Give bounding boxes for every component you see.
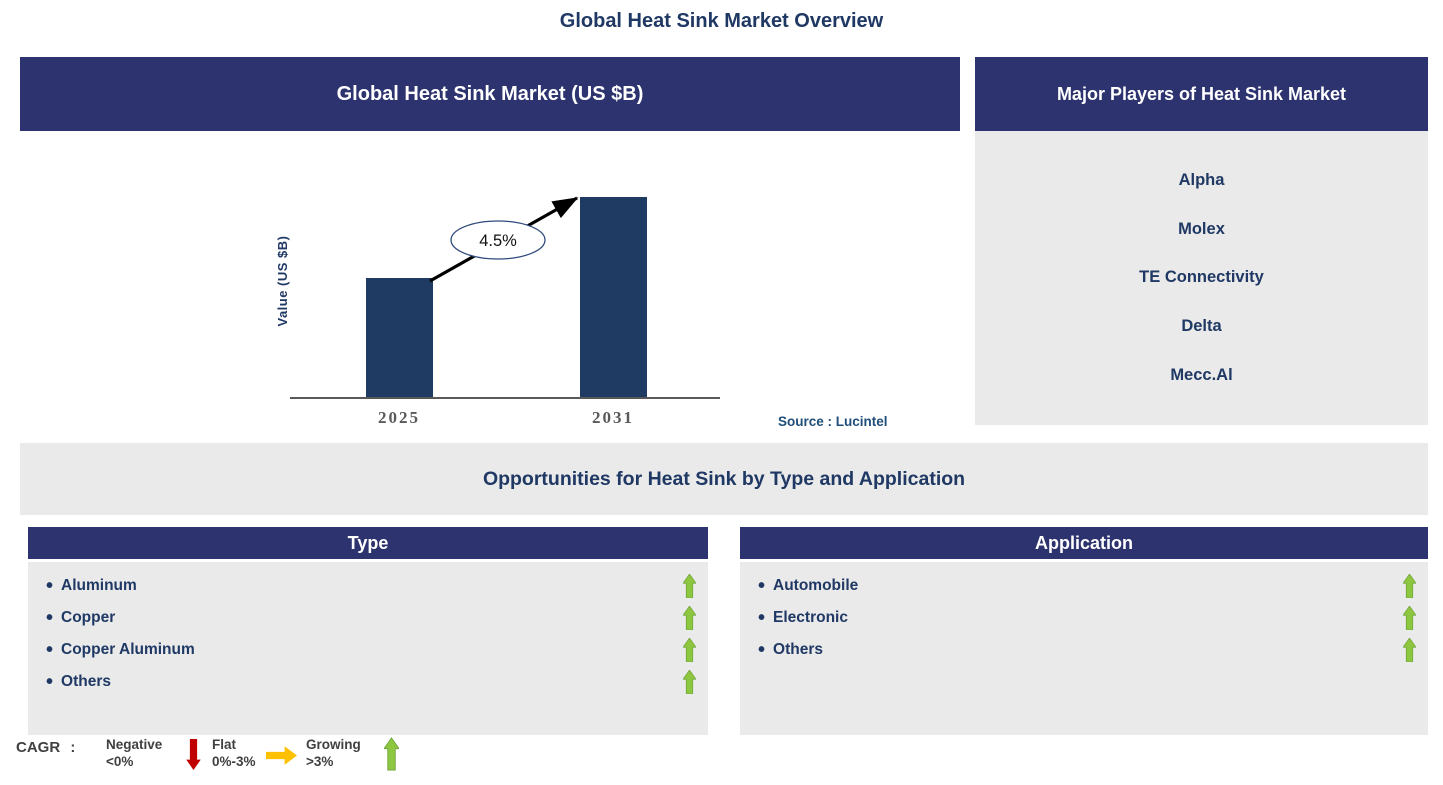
right-arrow-icon: [266, 746, 297, 765]
application-panel-header-label: Application: [1035, 532, 1133, 553]
up-arrow-icon: [1403, 574, 1416, 598]
major-players-panel: Major Players of Heat Sink Market Alpha …: [975, 57, 1428, 425]
list-item: Others: [28, 666, 708, 698]
cagr-callout-ellipse: [450, 220, 546, 260]
x-tick-2025: 2025: [378, 408, 420, 427]
application-panel-body: Automobile Electronic Others: [740, 562, 1428, 735]
bar-2025: [366, 278, 433, 397]
market-chart-header: Global Heat Sink Market (US $B): [20, 57, 960, 131]
up-arrow-icon: [384, 737, 399, 771]
legend-negative: Negative <0%: [106, 737, 162, 771]
up-arrow-icon: [683, 606, 696, 630]
type-panel-body: Aluminum Copper Copper Aluminum Others: [28, 562, 708, 735]
cagr-callout-label: 4.5%: [479, 232, 517, 250]
type-item-label: Others: [61, 673, 111, 690]
legend-negative-range: <0%: [106, 753, 134, 769]
x-tick-2031: 2031: [592, 408, 634, 427]
type-panel-header: Type: [28, 527, 708, 559]
down-arrow-icon: [186, 739, 201, 770]
major-players-header-label: Major Players of Heat Sink Market: [1056, 83, 1347, 104]
market-chart-header-label: Global Heat Sink Market (US $B): [336, 82, 644, 105]
major-players-header: Major Players of Heat Sink Market: [975, 57, 1428, 131]
up-arrow-icon: [1403, 606, 1416, 630]
application-panel-header: Application: [740, 527, 1428, 559]
legend-flat-label: Flat: [212, 737, 237, 752]
source-label: Source : Lucintel: [778, 414, 888, 429]
opportunities-title: Opportunities for Heat Sink by Type and …: [482, 467, 966, 490]
application-item-label: Others: [773, 641, 823, 658]
application-panel: Application Automobile Electronic Others: [740, 527, 1428, 735]
up-arrow-icon: [683, 574, 696, 598]
list-item: Automobile: [740, 570, 1428, 602]
type-panel: Type Aluminum Copper Copper Aluminum Oth…: [28, 527, 708, 735]
page-title: Global Heat Sink Market Overview: [559, 10, 884, 32]
legend-flat-range: 0%-3%: [212, 753, 256, 769]
player-name: Mecc.Al: [1170, 366, 1233, 385]
legend-flat: Flat 0%-3%: [212, 737, 256, 771]
legend-negative-label: Negative: [106, 737, 163, 752]
x-axis-line: [290, 397, 720, 399]
type-item-label: Copper: [61, 609, 116, 626]
application-item-label: Automobile: [773, 577, 859, 594]
cagr-legend-prefix: CAGR :: [16, 739, 76, 756]
list-item: Electronic: [740, 602, 1428, 634]
growth-arrow-annotation: 4.5%: [429, 196, 579, 283]
type-item-label: Aluminum: [61, 577, 137, 594]
up-arrow-icon: [1403, 638, 1416, 662]
up-arrow-icon: [683, 670, 696, 694]
player-name: Alpha: [1178, 170, 1225, 189]
bar-2031: [580, 197, 647, 397]
player-name: TE Connectivity: [1139, 268, 1264, 287]
opportunities-band: Opportunities for Heat Sink by Type and …: [20, 443, 1428, 515]
cagr-legend: CAGR : Negative <0% Flat 0%-3% Growing >…: [0, 736, 470, 782]
type-panel-header-label: Type: [347, 532, 389, 553]
list-item: Aluminum: [28, 570, 708, 602]
list-item: Others: [740, 634, 1428, 666]
legend-growing: Growing >3%: [306, 737, 361, 771]
list-item: Copper: [28, 602, 708, 634]
up-arrow-icon: [683, 638, 696, 662]
major-players-list: Alpha Molex TE Connectivity Delta Mecc.A…: [975, 131, 1428, 425]
player-name: Molex: [1178, 219, 1225, 238]
application-item-label: Electronic: [773, 609, 848, 626]
type-item-label: Copper Aluminum: [61, 641, 195, 658]
legend-growing-label: Growing: [306, 737, 361, 752]
player-name: Delta: [1181, 317, 1222, 336]
legend-growing-range: >3%: [306, 753, 334, 769]
list-item: Copper Aluminum: [28, 634, 708, 666]
market-bar-chart: Value (US $B) 4.5% 2025 2031 Source : Lu…: [20, 131, 960, 443]
